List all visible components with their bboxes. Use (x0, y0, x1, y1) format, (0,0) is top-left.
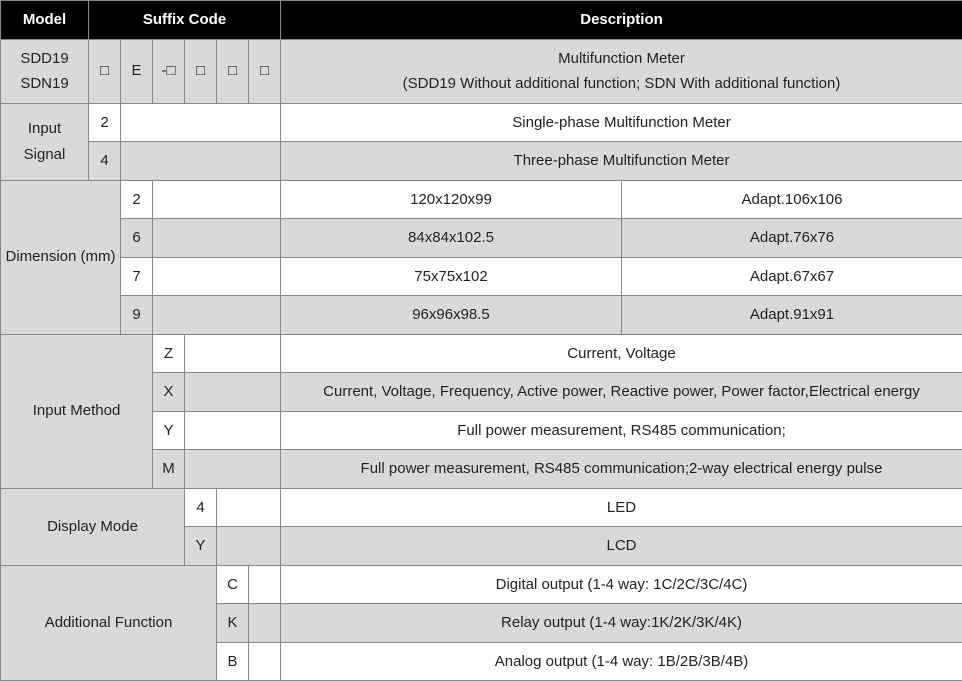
model-2: SDN19 (20, 75, 68, 92)
model-desc-2: (SDD19 Without additional function; SDN … (403, 75, 841, 92)
input-method-desc-4: Full power measurement, RS485 communicat… (281, 450, 962, 489)
hdr-desc: Description (281, 1, 962, 40)
input-signal-desc-1: Single-phase Multifunction Meter (281, 103, 962, 142)
dimension-d2-4: Adapt.91x91 (622, 296, 962, 335)
dimension-code-3: 7 (121, 257, 153, 296)
blank (217, 527, 281, 566)
input-method-row-1: Input Method Z Current, Voltage (1, 334, 962, 373)
suffix-5: □ (217, 39, 249, 103)
suffix-3: -□ (153, 39, 185, 103)
blank (153, 257, 281, 296)
suffix-6: □ (249, 39, 281, 103)
input-method-label: Input Method (1, 334, 153, 488)
dimension-d1-2: 84x84x102.5 (281, 219, 622, 258)
blank (249, 642, 281, 681)
model-row: SDD19 SDN19 □ E -□ □ □ □ Multifunction M… (1, 39, 962, 103)
dimension-code-4: 9 (121, 296, 153, 335)
additional-function-code-2: K (217, 604, 249, 643)
model-desc-1: Multifunction Meter (558, 50, 685, 67)
input-signal-row-1: Input Signal 2 Single-phase Multifunctio… (1, 103, 962, 142)
input-method-code-2: X (153, 373, 185, 412)
input-signal-label: Input Signal (1, 103, 89, 180)
input-signal-desc-2: Three-phase Multifunction Meter (281, 142, 962, 181)
hdr-suffix: Suffix Code (89, 1, 281, 40)
input-method-desc-1: Current, Voltage (281, 334, 962, 373)
additional-function-code-1: C (217, 565, 249, 604)
additional-function-row-1: Additional Function C Digital output (1-… (1, 565, 962, 604)
dimension-d2-2: Adapt.76x76 (622, 219, 962, 258)
dimension-d1-3: 75x75x102 (281, 257, 622, 296)
dimension-d1-4: 96x96x98.5 (281, 296, 622, 335)
dimension-row-4: 9 96x96x98.5 Adapt.91x91 (1, 296, 962, 335)
additional-function-code-3: B (217, 642, 249, 681)
blank (185, 373, 281, 412)
model-1: SDD19 (20, 50, 68, 67)
dimension-row-2: 6 84x84x102.5 Adapt.76x76 (1, 219, 962, 258)
blank (249, 604, 281, 643)
input-method-code-3: Y (153, 411, 185, 450)
display-mode-code-2: Y (185, 527, 217, 566)
display-mode-desc-1: LED (281, 488, 962, 527)
model-cell: SDD19 SDN19 (1, 39, 89, 103)
spec-table: Model Suffix Code Description SDD19 SDN1… (0, 0, 962, 681)
model-desc: Multifunction Meter (SDD19 Without addit… (281, 39, 962, 103)
blank (217, 488, 281, 527)
input-method-code-1: Z (153, 334, 185, 373)
dimension-row-1: Dimension (mm) 2 120x120x99 Adapt.106x10… (1, 180, 962, 219)
additional-function-label: Additional Function (1, 565, 217, 681)
header-row: Model Suffix Code Description (1, 1, 962, 40)
additional-function-desc-2: Relay output (1-4 way:1K/2K/3K/4K) (281, 604, 962, 643)
input-method-code-4: M (153, 450, 185, 489)
blank (249, 565, 281, 604)
blank (153, 296, 281, 335)
display-mode-row-1: Display Mode 4 LED (1, 488, 962, 527)
dimension-d1-1: 120x120x99 (281, 180, 622, 219)
suffix-2: E (121, 39, 153, 103)
input-method-desc-3: Full power measurement, RS485 communicat… (281, 411, 962, 450)
suffix-4: □ (185, 39, 217, 103)
blank (121, 142, 281, 181)
display-mode-label: Display Mode (1, 488, 185, 565)
blank (121, 103, 281, 142)
input-signal-code-1: 2 (89, 103, 121, 142)
input-signal-code-2: 4 (89, 142, 121, 181)
suffix-1: □ (89, 39, 121, 103)
dimension-code-1: 2 (121, 180, 153, 219)
blank (185, 450, 281, 489)
dimension-code-2: 6 (121, 219, 153, 258)
input-signal-row-2: 4 Three-phase Multifunction Meter (1, 142, 962, 181)
display-mode-code-1: 4 (185, 488, 217, 527)
dimension-d2-1: Adapt.106x106 (622, 180, 962, 219)
dimension-row-3: 7 75x75x102 Adapt.67x67 (1, 257, 962, 296)
dimension-d2-3: Adapt.67x67 (622, 257, 962, 296)
dimension-label: Dimension (mm) (1, 180, 121, 334)
hdr-model: Model (1, 1, 89, 40)
additional-function-desc-3: Analog output (1-4 way: 1B/2B/3B/4B) (281, 642, 962, 681)
display-mode-desc-2: LCD (281, 527, 962, 566)
blank (185, 411, 281, 450)
blank (153, 180, 281, 219)
blank (185, 334, 281, 373)
additional-function-desc-1: Digital output (1-4 way: 1C/2C/3C/4C) (281, 565, 962, 604)
input-method-desc-2: Current, Voltage, Frequency, Active powe… (281, 373, 962, 412)
blank (153, 219, 281, 258)
